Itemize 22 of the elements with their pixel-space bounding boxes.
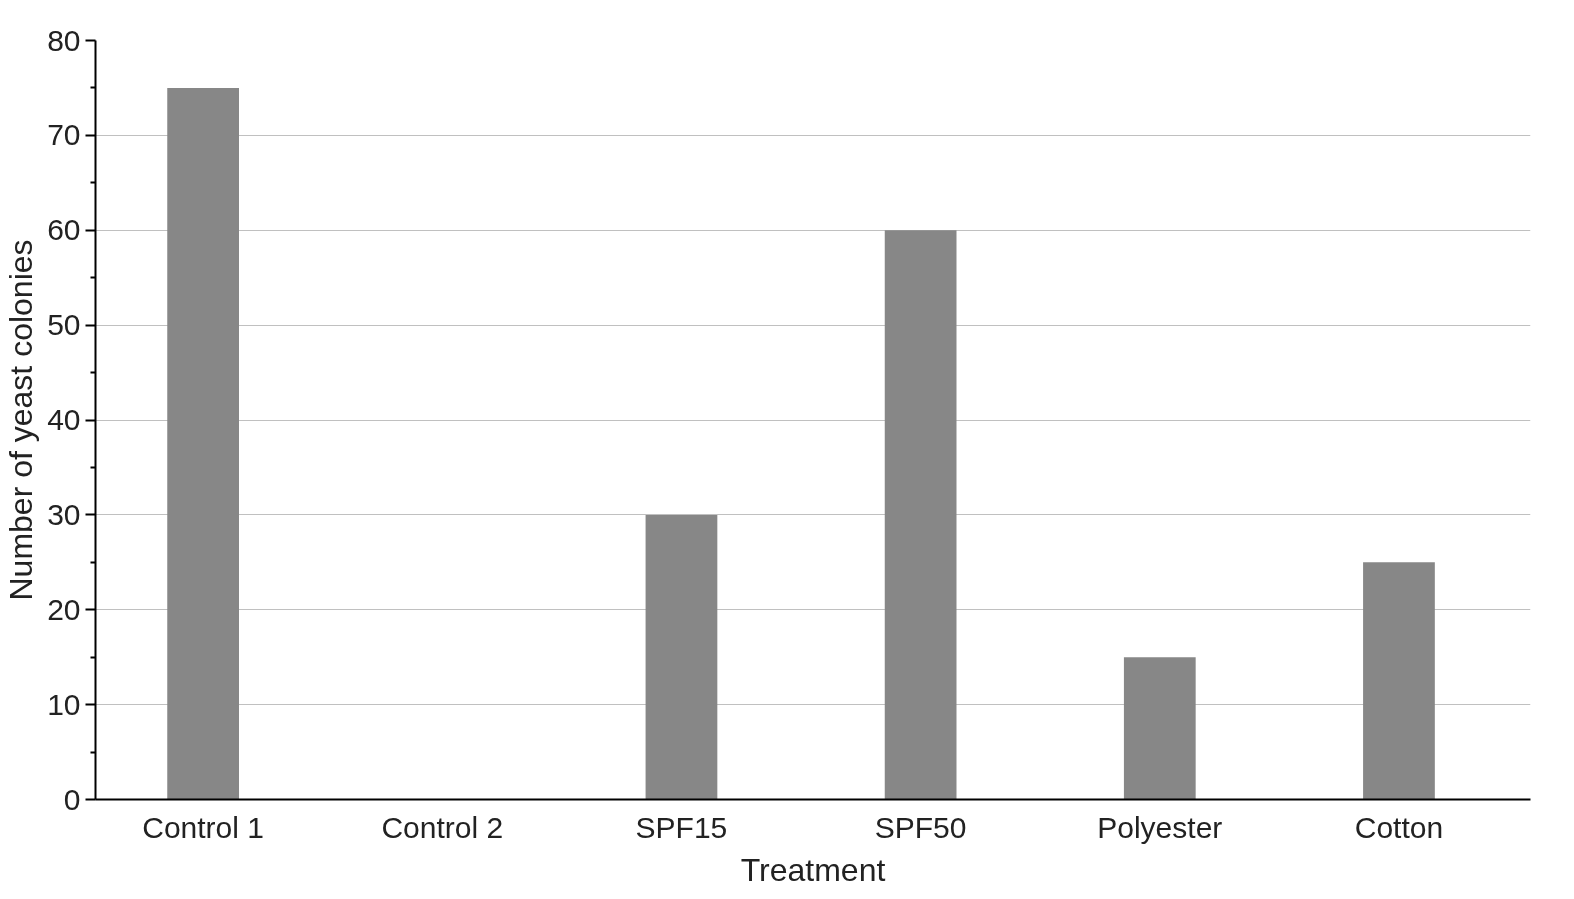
x-tick-label: Control 2 <box>381 810 504 844</box>
y-tick-label: 20 <box>47 592 81 626</box>
bar <box>645 514 718 800</box>
y-tick-label: 80 <box>47 23 81 57</box>
y-tick-label: 0 <box>63 782 81 816</box>
x-axis-title: Treatment <box>740 851 886 888</box>
bar <box>1363 562 1435 800</box>
y-tick-label: 40 <box>47 403 81 436</box>
y-tick-label: 50 <box>47 308 81 342</box>
bar <box>167 87 239 800</box>
x-tick-label: Cotton <box>1354 810 1444 844</box>
y-tick-label: 30 <box>47 497 81 531</box>
y-tick-label: 10 <box>47 687 81 721</box>
x-tick-label: Control 1 <box>142 810 264 844</box>
x-tick-label: SPF50 <box>874 810 967 844</box>
bar <box>884 230 957 800</box>
y-tick-label: 60 <box>47 213 81 247</box>
x-tick-label: Polyester <box>1097 810 1223 844</box>
y-axis-title: Number of yeast colonies <box>3 239 40 601</box>
x-tick-label: SPF15 <box>635 810 728 844</box>
y-tick-label: 70 <box>47 118 81 152</box>
bar <box>1123 657 1196 800</box>
